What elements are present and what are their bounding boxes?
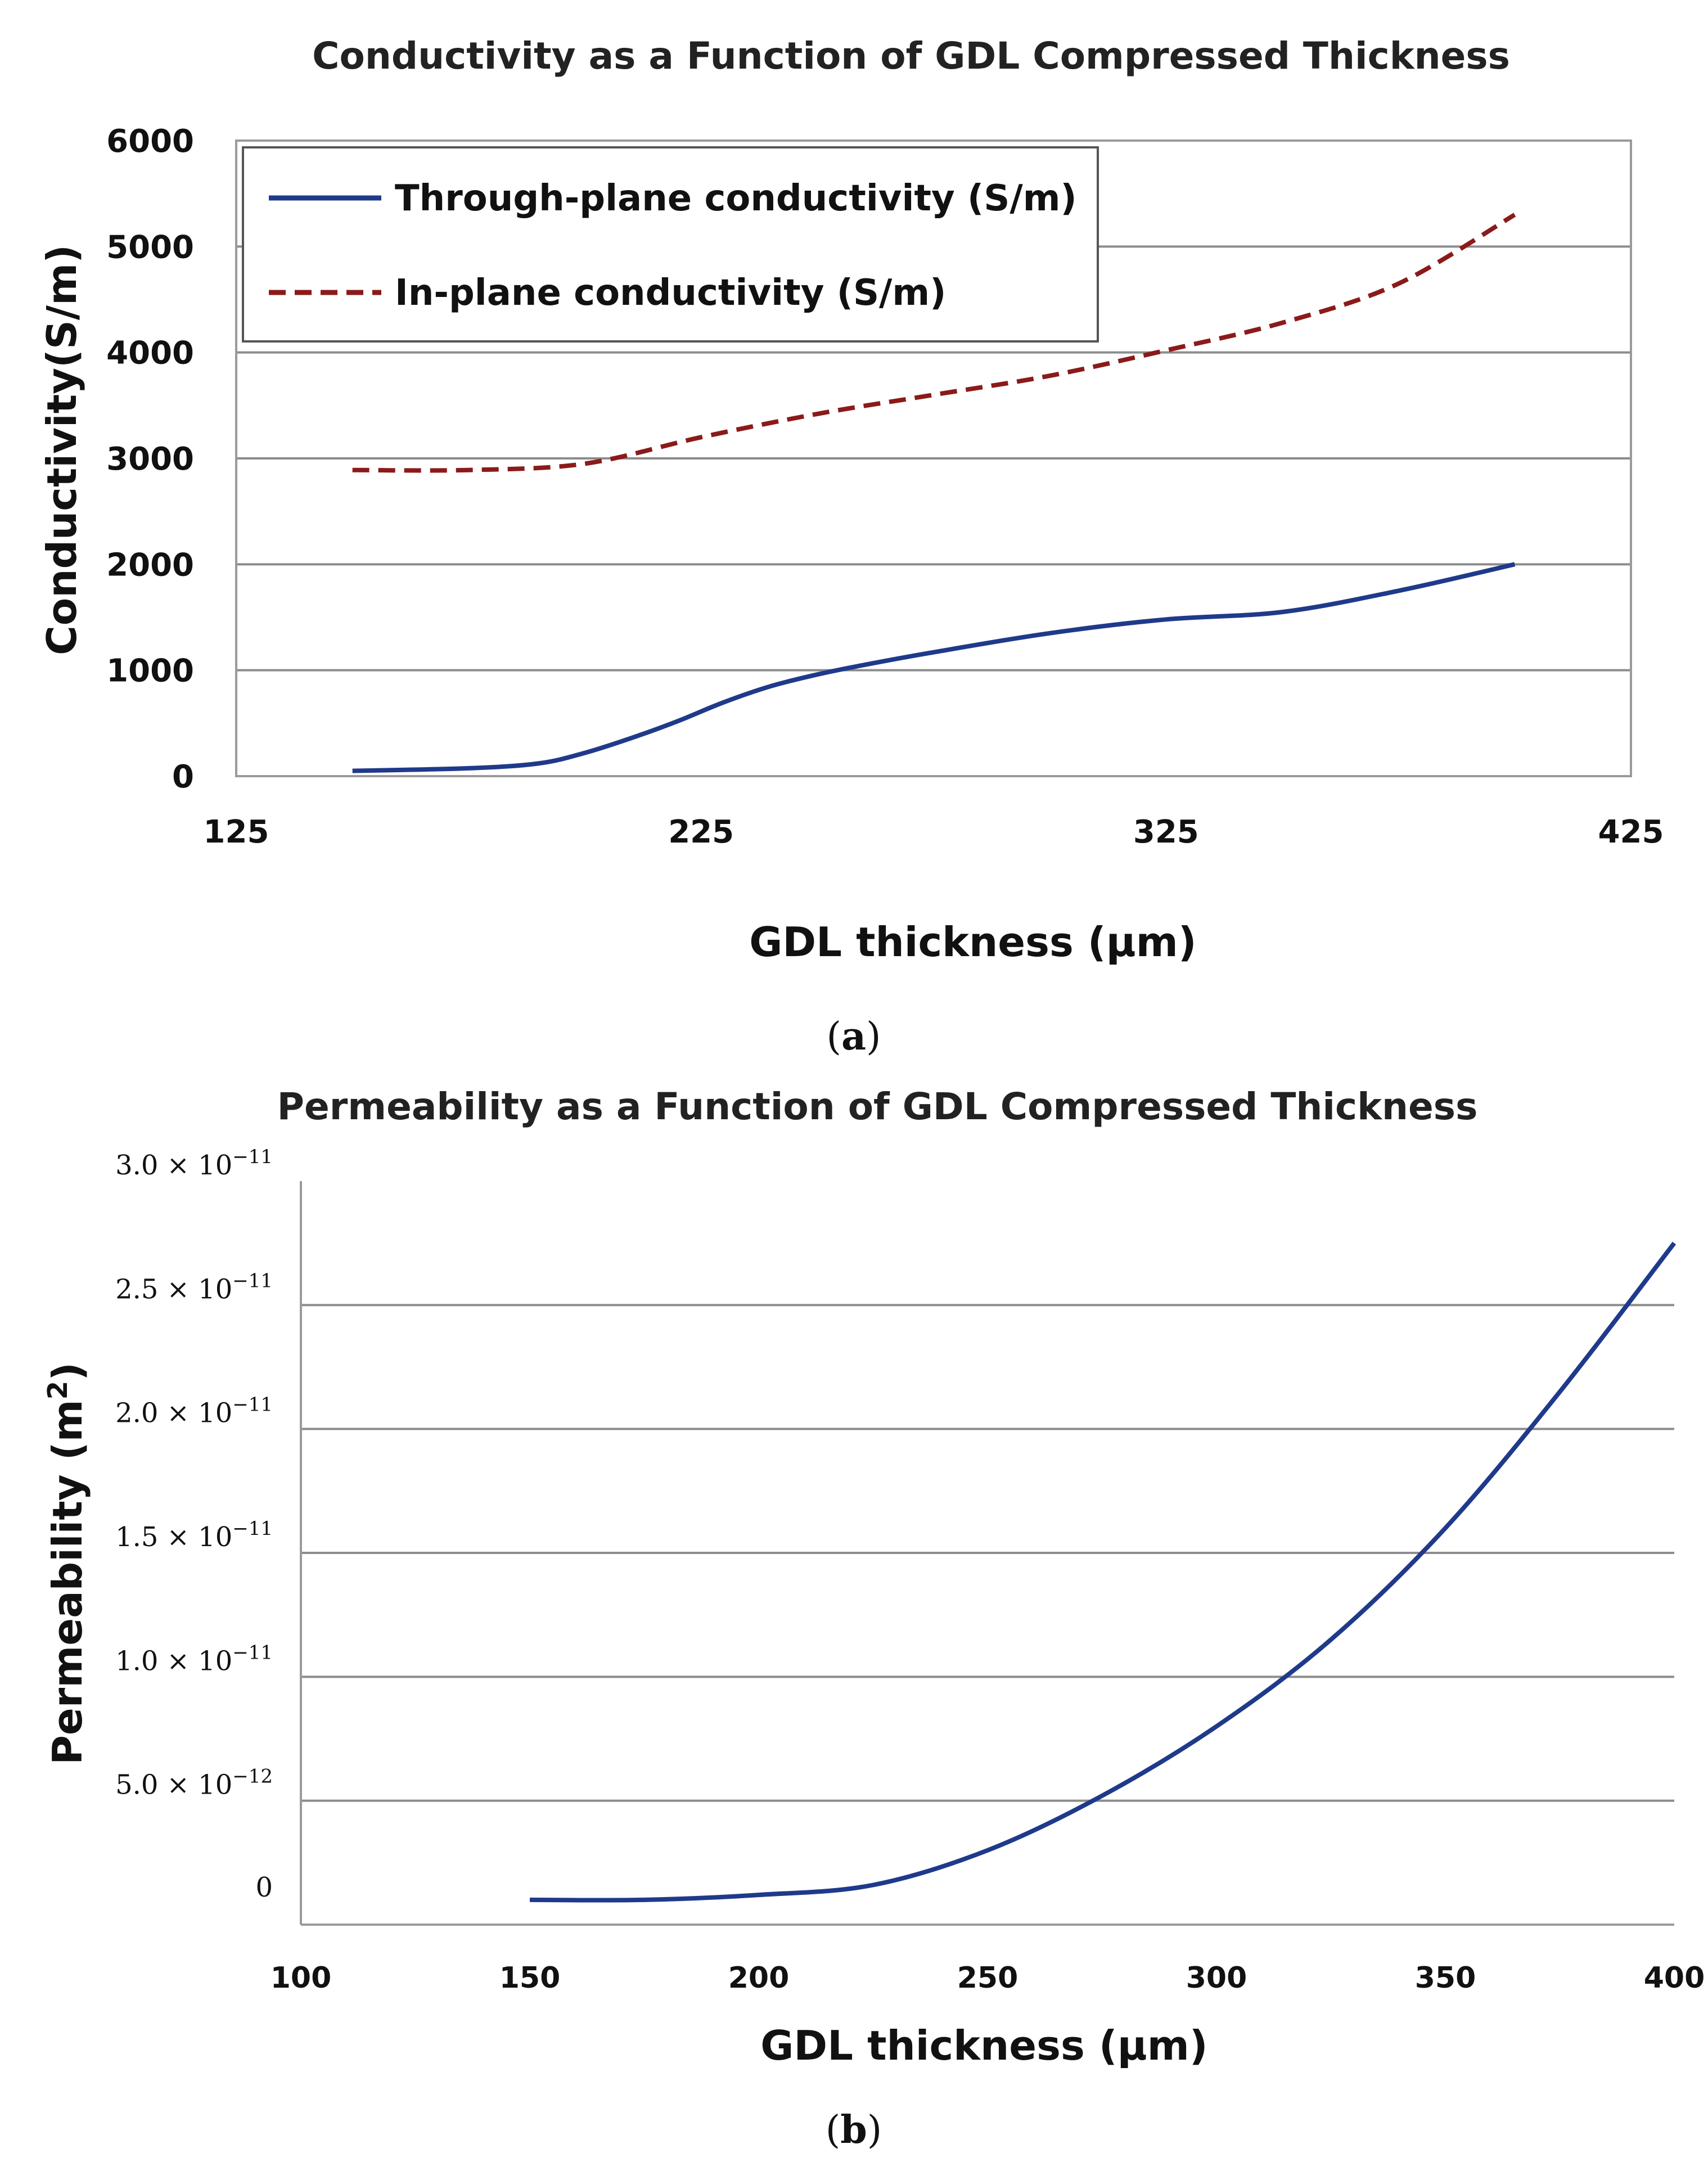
chart-b-caption-letter: b [840, 2107, 867, 2152]
chart-a-caption-letter: a [841, 1014, 866, 1059]
chart-b-x-ticks: 100 150 200 250 300 350 400 [271, 1961, 1705, 1995]
chart-b-y-tick-exponent: −11 [232, 1269, 273, 1292]
chart-b-y-tick-label: 1.0 × 10−11 [115, 1641, 273, 1677]
chart-b-y-tick-label: 5.0 × 10−12 [115, 1765, 273, 1801]
chart-b-y-tick-exponent: −12 [232, 1765, 273, 1788]
chart-a-x-tick-label: 325 [1133, 814, 1199, 850]
chart-a-y-ticks: 0 1000 2000 3000 4000 5000 6000 [106, 123, 194, 795]
chart-b-x-tick-label: 350 [1415, 1961, 1476, 1995]
chart-a-x-tick-label: 425 [1598, 814, 1664, 850]
chart-b-x-tick-label: 300 [1186, 1961, 1247, 1995]
chart-b-x-tick-label: 200 [728, 1961, 790, 1995]
chart-a-legend-box [242, 146, 1099, 343]
chart-b-y-tick-exponent: −11 [232, 1641, 273, 1664]
chart-b-x-tick-label: 400 [1644, 1961, 1705, 1995]
chart-a: Conductivity as a Function of GDL Compre… [38, 34, 1664, 1059]
chart-a-x-tick-label: 125 [204, 814, 269, 850]
chart-b-y-tick-exponent: −11 [232, 1146, 273, 1168]
chart-b-y-tick-label: 3.0 × 10−11 [115, 1146, 273, 1181]
chart-b-x-axis-label: GDL thickness (μm) [760, 2022, 1207, 2069]
legend-label-through-plane: Through-plane conductivity (S/m) [395, 178, 1077, 219]
chart-b-y-ticks: 05.0 × 10−121.0 × 10−111.5 × 10−112.0 × … [115, 1146, 273, 1903]
legend-label-in-plane: In-plane conductivity (S/m) [395, 272, 946, 314]
chart-a-y-tick-label: 2000 [106, 547, 194, 583]
chart-b-title: Permeability as a Function of GDL Compre… [277, 1085, 1478, 1128]
chart-a-y-tick-label: 5000 [106, 229, 194, 265]
chart-b-caption: (b) [826, 2107, 882, 2152]
chart-b-y-tick-label: 0 [255, 1872, 273, 1903]
chart-b-y-tick-mantissa: 5.0 × 10 [115, 1769, 232, 1801]
chart-b-y-axis-label: Permeability (m2) [42, 1362, 91, 1765]
chart-a-caption: (a) [826, 1014, 881, 1059]
chart-a-plot-area [235, 139, 1632, 777]
chart-a-title: Conductivity as a Function of GDL Compre… [312, 34, 1510, 78]
chart-b-x-tick-label: 150 [499, 1961, 561, 1995]
chart-a-x-ticks: 125 225 325 425 [204, 814, 1664, 850]
chart-b-x-tick-label: 250 [957, 1961, 1019, 1995]
chart-b-y-tick-mantissa: 1.5 × 10 [115, 1521, 232, 1553]
chart-b-y-tick-label: 2.5 × 10−11 [115, 1269, 273, 1305]
chart-b-series [529, 1241, 1677, 1903]
chart-b-y-tick-label: 2.0 × 10−11 [115, 1394, 273, 1429]
chart-a-legend: Through-plane conductivity (S/m) In-plan… [242, 146, 1099, 343]
chart-b-y-tick-mantissa: 2.5 × 10 [115, 1273, 232, 1305]
chart-a-y-tick-label: 0 [172, 759, 194, 795]
chart-a-series [352, 213, 1516, 773]
chart-b-y-tick-mantissa: 0 [255, 1872, 273, 1903]
chart-b-y-tick-exponent: −11 [232, 1517, 273, 1540]
series-line-permeability [529, 1241, 1677, 1903]
chart-a-y-tick-label: 6000 [106, 123, 194, 160]
chart-b-y-tick-label: 1.5 × 10−11 [115, 1517, 273, 1553]
chart-b-x-tick-label: 100 [271, 1961, 332, 1995]
chart-a-y-tick-label: 1000 [106, 653, 194, 690]
chart-b-y-tick-mantissa: 3.0 × 10 [115, 1150, 232, 1181]
chart-b-y-tick-exponent: −11 [232, 1394, 273, 1416]
chart-b-y-axis-label-close: ) [44, 1362, 91, 1381]
chart-a-y-axis-label: Conductivity(S/m) [38, 245, 85, 655]
chart-b-y-tick-mantissa: 2.0 × 10 [115, 1398, 232, 1429]
chart-b-gridlines [301, 1304, 1674, 1802]
chart-a-y-tick-label: 3000 [106, 441, 194, 478]
chart-b-y-axis-label-exp: 2 [42, 1381, 74, 1399]
series-line-in-plane [352, 213, 1516, 473]
chart-a-y-tick-label: 4000 [106, 335, 194, 372]
chart-b-y-axis-label-text: Permeability (m [44, 1399, 91, 1764]
chart-a-x-tick-label: 225 [668, 814, 734, 850]
chart-b-y-tick-mantissa: 1.0 × 10 [115, 1645, 232, 1677]
chart-b: Permeability as a Function of GDL Compre… [42, 1085, 1705, 2152]
chart-a-x-axis-label: GDL thickness (μm) [749, 918, 1196, 966]
series-line-through-plane [352, 562, 1516, 773]
